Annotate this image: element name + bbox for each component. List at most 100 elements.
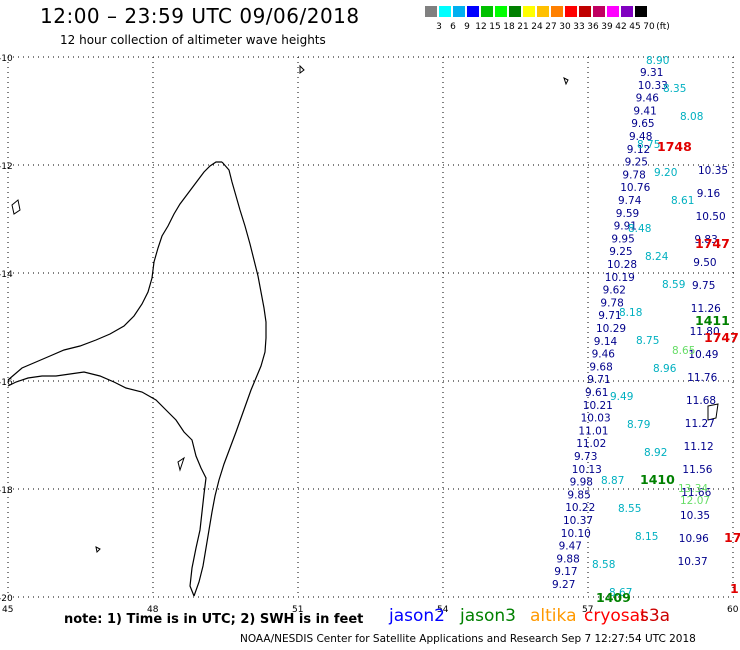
swh-value: 9.20 [654, 167, 677, 179]
pass-time: 1409 [596, 590, 631, 605]
pass-time: 1747 [704, 330, 739, 345]
legend-swatch [578, 5, 592, 18]
swh-value: 8.59 [662, 279, 685, 291]
footer-credit: NOAA/NESDIS Center for Satellite Applica… [240, 633, 696, 645]
swh-value: 8.96 [653, 363, 677, 375]
legend-label: 45 [629, 22, 641, 32]
swh-value: 8.58 [592, 559, 615, 571]
swh-value: 9.71 [587, 374, 610, 386]
longitude-label: 51 [292, 605, 303, 615]
swh-value: 9.95 [611, 233, 634, 245]
legend-swatch [522, 5, 536, 18]
swh-value: 9.59 [616, 208, 639, 220]
observation-labels: 9.3110.339.469.419.659.489.129.259.7810.… [552, 55, 740, 605]
swh-value: 8.92 [644, 447, 667, 459]
swh-value: 9.62 [603, 285, 626, 297]
swh-value: 10.50 [696, 211, 726, 223]
legend-swatch [564, 5, 578, 18]
swh-value: 9.31 [640, 67, 663, 79]
swh-value: 9.41 [633, 105, 656, 117]
swh-value: 10.76 [620, 182, 650, 194]
swh-value: 10.03 [581, 413, 611, 425]
legend-swatch [620, 5, 634, 18]
swh-value: 9.65 [631, 118, 654, 130]
legend-swatch [480, 5, 494, 18]
swh-value: 11.76 [687, 372, 717, 384]
legend-label: 30 [559, 22, 571, 32]
swh-value: 9.46 [592, 349, 616, 361]
map-subtitle: 12 hour collection of altimeter wave hei… [60, 33, 326, 47]
swh-value: 9.46 [636, 93, 660, 105]
swh-value: 9.74 [618, 195, 642, 207]
swh-value: 11.26 [691, 303, 721, 315]
swh-value: 10.33 [638, 80, 668, 92]
swh-value: 8.18 [619, 307, 642, 319]
swh-value: 8.35 [663, 83, 686, 95]
swh-value: 9.48 [629, 131, 652, 143]
legend-swatch [550, 5, 564, 18]
longitude-labels: 45 48 51 54 57 60 [2, 605, 739, 615]
latitude-label: -18 [0, 486, 13, 496]
pass-time: 1410 [640, 472, 675, 487]
latitude-label: -16 [0, 378, 13, 388]
swh-value: 10.35 [680, 510, 710, 522]
swh-value: 8.79 [627, 419, 650, 431]
longitude-label: 54 [437, 605, 449, 615]
swh-value: 10.10 [561, 528, 591, 540]
legend-label: 15 [489, 22, 501, 32]
swh-value: 8.08 [680, 111, 703, 123]
swh-value: 10.19 [605, 272, 635, 284]
legend-label: 33 [573, 22, 585, 32]
swh-value: 11.27 [685, 418, 715, 430]
swh-value: 8.48 [628, 223, 651, 235]
legend-label: 3 [436, 22, 442, 32]
swh-value: 9.61 [585, 387, 608, 399]
swh-value: 9.71 [598, 310, 621, 322]
latitude-label: -20 [0, 594, 13, 604]
swh-value: 9.73 [574, 451, 597, 463]
legend-label: 39 [601, 22, 613, 32]
swh-value: 12.07 [680, 495, 710, 507]
swh-value: 9.50 [693, 257, 716, 269]
legend-label: 18 [503, 22, 515, 32]
swh-value: 8.65 [672, 345, 695, 357]
legend-swatch [494, 5, 508, 18]
legend-label: 21 [517, 22, 529, 32]
swh-value: 9.27 [552, 579, 575, 591]
swh-value: 8.87 [601, 475, 624, 487]
legend-swatch [592, 5, 606, 18]
legend-label: 24 [531, 22, 543, 32]
legend-label: 12 [475, 22, 487, 32]
legend-swatch [452, 5, 466, 18]
swh-value: 8.24 [645, 251, 669, 263]
swh-value: 10.21 [583, 400, 613, 412]
swh-value: 9.88 [556, 553, 579, 565]
swh-value: 9.78 [600, 297, 623, 309]
map-grid [7, 56, 735, 598]
swh-value: 9.91 [614, 221, 637, 233]
latitude-label: -12 [0, 162, 13, 172]
swh-value: 9.83 [694, 234, 717, 246]
swh-value: 9.98 [570, 477, 593, 489]
swh-value: 9.16 [697, 188, 721, 200]
swh-value: 10.49 [688, 349, 718, 361]
legend-swatch [438, 5, 452, 18]
legend-label: 6 [450, 22, 456, 32]
swh-value: 11.02 [576, 438, 606, 450]
swh-value: 9.75 [692, 280, 715, 292]
legend-swatch [536, 5, 550, 18]
swh-value: 11.01 [578, 425, 608, 437]
swh-value: 9.47 [559, 541, 582, 553]
swh-value: 8.55 [618, 503, 641, 515]
legend-swatch [606, 5, 620, 18]
swh-value: 9.17 [554, 566, 577, 578]
swh-value: 8.90 [646, 55, 669, 67]
swh-value: 10.13 [572, 464, 602, 476]
pass-time: 17 [724, 530, 740, 545]
legend-label: 9 [464, 22, 470, 32]
longitude-label: 45 [2, 605, 13, 615]
legend-swatch [466, 5, 480, 18]
longitude-label: 48 [147, 605, 159, 615]
swh-value: 10.37 [563, 515, 593, 527]
